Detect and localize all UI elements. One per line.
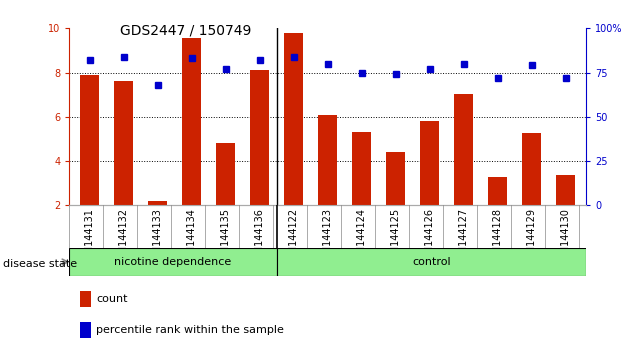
Text: control: control bbox=[412, 257, 450, 267]
Bar bbox=[79, 322, 91, 338]
Bar bbox=[114, 81, 133, 205]
Bar bbox=[420, 121, 439, 205]
Bar bbox=[79, 291, 91, 307]
Bar bbox=[69, 248, 277, 276]
Text: count: count bbox=[96, 294, 128, 304]
Bar bbox=[148, 201, 167, 205]
Bar bbox=[277, 248, 586, 276]
Bar bbox=[182, 38, 201, 205]
Bar bbox=[522, 133, 541, 205]
Bar bbox=[250, 70, 269, 205]
Bar bbox=[81, 75, 99, 205]
Bar bbox=[284, 33, 303, 205]
Bar bbox=[454, 93, 473, 205]
Bar bbox=[318, 115, 337, 205]
Bar bbox=[488, 177, 507, 205]
Bar bbox=[352, 132, 371, 205]
Text: disease state: disease state bbox=[3, 259, 77, 269]
Text: GDS2447 / 150749: GDS2447 / 150749 bbox=[120, 23, 251, 37]
Text: nicotine dependence: nicotine dependence bbox=[114, 257, 232, 267]
Text: percentile rank within the sample: percentile rank within the sample bbox=[96, 325, 284, 335]
Bar bbox=[386, 152, 405, 205]
Bar bbox=[556, 176, 575, 205]
Bar bbox=[216, 143, 235, 205]
